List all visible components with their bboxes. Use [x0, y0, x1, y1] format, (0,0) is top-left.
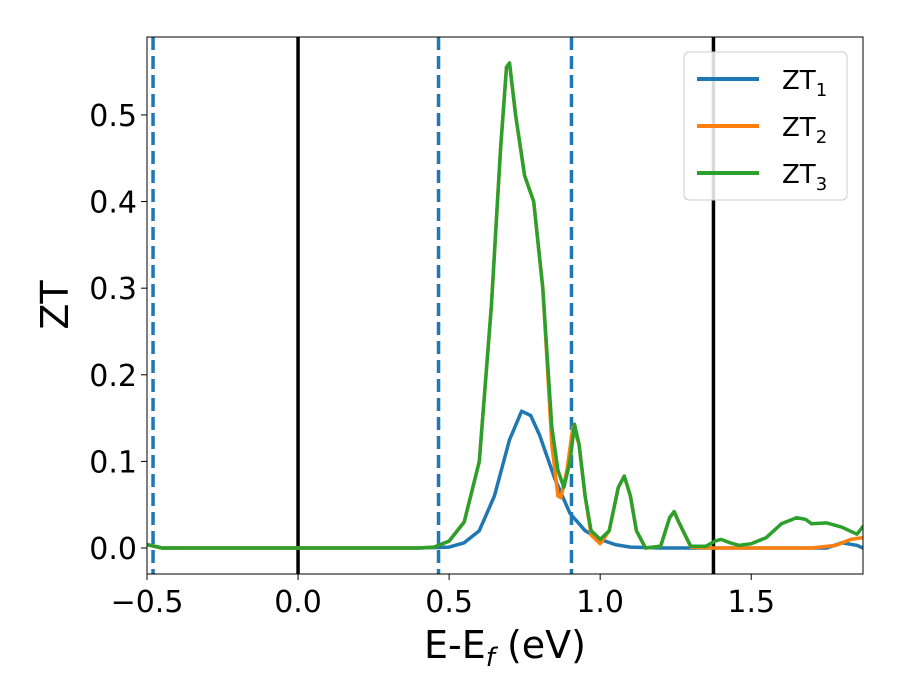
y-axis: 0.0 0.1 0.2 0.3 0.4 0.5 — [89, 99, 147, 567]
legend-label-3: ZT3 — [782, 160, 827, 195]
x-axis-label-main: E-E — [424, 623, 486, 667]
legend-label-2: ZT2 — [782, 113, 827, 148]
series-line-3 — [147, 61, 863, 550]
legend-box — [683, 51, 848, 201]
x-tick-label: 1.5 — [727, 585, 775, 620]
series-lines — [147, 61, 863, 550]
y-axis-label: ZT — [33, 280, 77, 330]
y-tick-label: 0.3 — [89, 272, 137, 307]
x-axis: −0.5 0.0 0.5 1.0 1.5 — [111, 574, 775, 620]
x-axis-label: E-Ef (eV) — [424, 623, 586, 673]
legend-label-1: ZT1 — [782, 66, 827, 101]
x-axis-label-unit: (eV) — [495, 623, 586, 667]
y-tick-label: 0.5 — [89, 99, 137, 134]
plot-frame — [146, 36, 864, 575]
y-tick-label: 0.0 — [89, 532, 137, 567]
y-tick-label: 0.2 — [89, 359, 137, 394]
y-tick-label: 0.4 — [89, 186, 137, 221]
y-tick-label: 0.1 — [89, 445, 137, 480]
x-tick-label: 0.5 — [425, 585, 473, 620]
x-tick-label: 1.0 — [576, 585, 624, 620]
x-tick-label: 0.0 — [274, 585, 322, 620]
legend: ZT1 ZT2 ZT3 — [683, 51, 848, 201]
x-tick-label: −0.5 — [111, 585, 184, 620]
